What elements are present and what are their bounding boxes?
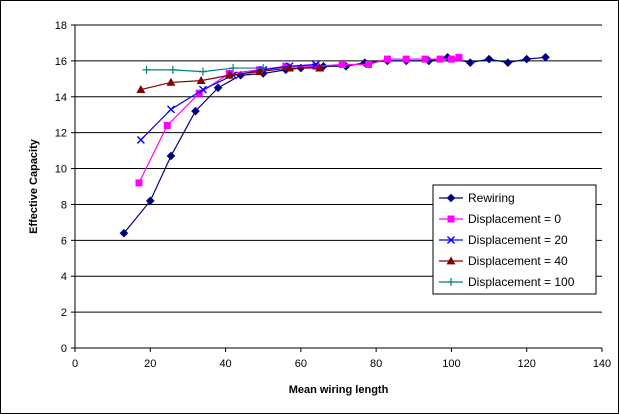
legend-marker <box>446 193 456 203</box>
data-point <box>484 54 494 64</box>
legend-label: Rewiring <box>468 191 515 205</box>
legend-marker <box>447 215 455 223</box>
x-tick-label: 80 <box>370 358 382 370</box>
data-point <box>142 65 151 74</box>
marker-stroke <box>311 60 320 69</box>
data-point <box>224 70 234 79</box>
series-line <box>138 56 460 184</box>
data-point <box>285 63 295 72</box>
data-point <box>503 58 513 67</box>
legend-label: Displacement = 100 <box>468 275 575 289</box>
legend-marker <box>446 256 456 265</box>
data-point <box>198 67 207 76</box>
x-tick-label: 40 <box>219 358 231 370</box>
legend-label: Displacement = 0 <box>468 212 561 226</box>
gridlines <box>75 24 602 313</box>
legend-entry: Displacement = 100 <box>439 275 575 289</box>
data-point <box>447 55 455 63</box>
x-tick-label: 100 <box>442 358 460 370</box>
data-point <box>196 75 206 85</box>
marker-stroke <box>198 85 207 94</box>
legend-entry: Rewiring <box>439 191 515 205</box>
marker-stroke <box>136 135 145 144</box>
data-point <box>191 106 200 116</box>
y-tick-label: 2 <box>61 307 67 319</box>
data-point <box>522 54 532 64</box>
data-point <box>541 52 550 62</box>
y-tick-label: 14 <box>55 92 67 104</box>
data-point <box>365 60 373 68</box>
data-point <box>315 63 325 72</box>
x-tick-label: 140 <box>593 358 611 370</box>
legend-label: Displacement = 40 <box>468 254 568 268</box>
data-point <box>166 151 176 161</box>
data-point <box>465 58 475 67</box>
y-tick-label: 10 <box>55 164 67 176</box>
y-tick-label: 6 <box>61 235 67 247</box>
series-3 <box>136 63 325 93</box>
y-tick-label: 0 <box>61 343 67 355</box>
data-point <box>229 64 238 73</box>
data-point <box>119 228 129 238</box>
y-tick-label: 12 <box>55 128 67 140</box>
data-point <box>402 55 410 63</box>
x-axis-title: Mean wiring length <box>289 384 389 396</box>
y-tick-label: 8 <box>61 199 67 211</box>
data-point <box>421 55 429 63</box>
data-point <box>198 85 207 94</box>
marker-stroke <box>166 105 175 114</box>
y-tick-label: 16 <box>55 56 67 68</box>
legend-label: Displacement = 20 <box>468 233 568 247</box>
data-point <box>135 179 143 187</box>
series-4 <box>142 64 268 76</box>
marker-stroke <box>447 236 455 244</box>
data-point <box>455 53 463 61</box>
legend-entry: Displacement = 40 <box>439 254 568 268</box>
x-tick-label: 60 <box>295 358 307 370</box>
data-point <box>136 135 145 144</box>
data-point <box>145 196 155 206</box>
data-point <box>136 84 146 93</box>
legend-entry: Displacement = 0 <box>439 212 561 226</box>
y-axis-title: Effective Capacity <box>28 138 40 234</box>
data-point <box>338 60 346 68</box>
x-tick-label: 120 <box>518 358 536 370</box>
data-point <box>166 77 176 86</box>
legend-marker <box>447 278 455 286</box>
data-point <box>163 121 171 129</box>
data-point <box>259 64 268 73</box>
data-point <box>383 55 391 63</box>
series-1 <box>135 53 463 187</box>
x-tick-label: 0 <box>72 358 78 370</box>
y-tick-label: 18 <box>55 20 67 32</box>
data-point <box>166 105 175 114</box>
legend-entry: Displacement = 20 <box>439 233 568 247</box>
legend: Rewiring Displacement = 0 Displacement = 2… <box>432 184 597 295</box>
data-point <box>255 67 264 76</box>
y-tick-label: 4 <box>61 271 67 283</box>
axes: 0 2 4 6 8 10 12 14 16 18 0 20 40 60 80 100 120 140 <box>55 20 611 370</box>
data-point <box>168 65 177 74</box>
legend-marker <box>447 236 455 244</box>
x-tick-label: 20 <box>144 358 156 370</box>
series-layer <box>119 52 550 238</box>
data-point <box>213 83 223 93</box>
data-point <box>436 55 444 63</box>
